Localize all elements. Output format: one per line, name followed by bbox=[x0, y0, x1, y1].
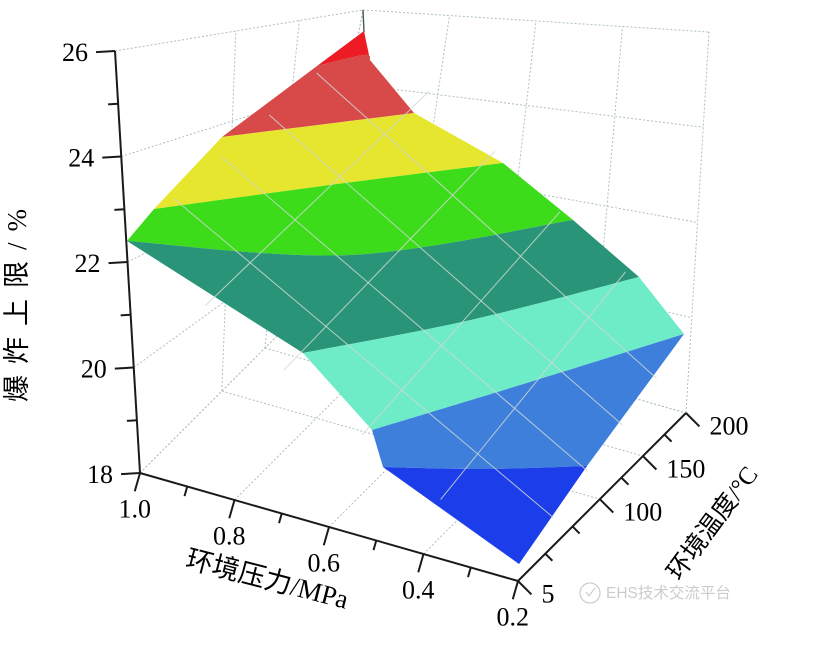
svg-text:爆炸上限/%: 爆炸上限/% bbox=[2, 198, 32, 402]
svg-text:EHS技术交流平台: EHS技术交流平台 bbox=[606, 584, 731, 602]
svg-text:0.4: 0.4 bbox=[402, 575, 435, 604]
svg-text:0.8: 0.8 bbox=[213, 521, 246, 550]
svg-text:100: 100 bbox=[623, 498, 662, 527]
svg-text:22: 22 bbox=[75, 249, 101, 278]
svg-text:26: 26 bbox=[62, 38, 88, 67]
svg-text:200: 200 bbox=[709, 411, 748, 440]
svg-text:24: 24 bbox=[68, 144, 94, 173]
svg-text:0.6: 0.6 bbox=[308, 548, 341, 577]
svg-text:1.0: 1.0 bbox=[119, 494, 152, 523]
svg-text:5: 5 bbox=[541, 579, 554, 608]
svg-text:150: 150 bbox=[666, 455, 705, 484]
svg-text:0.2: 0.2 bbox=[497, 602, 530, 631]
svg-text:20: 20 bbox=[81, 355, 107, 384]
svg-text:18: 18 bbox=[87, 460, 113, 489]
